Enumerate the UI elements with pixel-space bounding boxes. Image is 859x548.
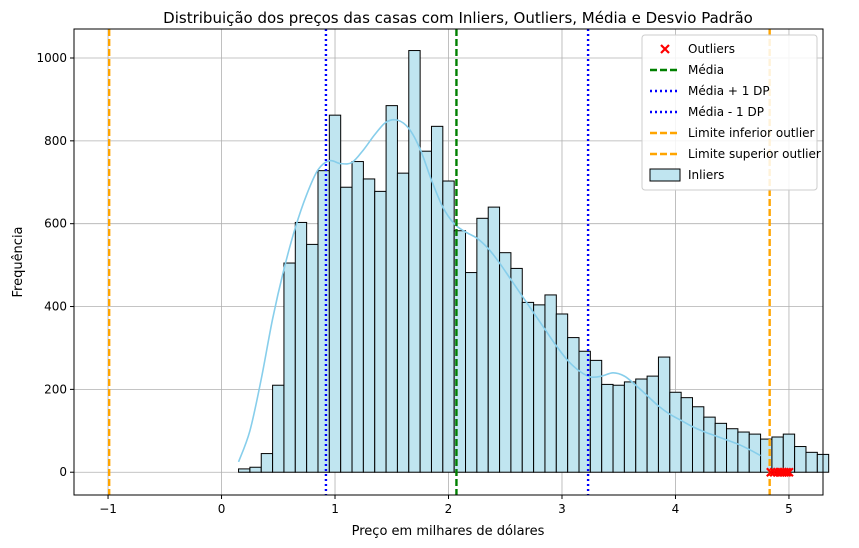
legend: Outliers Média Média + 1 DP Média - 1 DP Lim… xyxy=(641,34,821,191)
y-axis-ticks: 0 200 400 600 800 1000 xyxy=(36,51,74,479)
histogram-bar xyxy=(510,267,523,473)
histogram-bar xyxy=(362,178,376,473)
y-tick-label: 0 xyxy=(59,465,67,479)
x-tick-label: 1 xyxy=(331,502,339,516)
histogram-bar xyxy=(782,433,796,473)
histogram-bar xyxy=(669,391,682,473)
x-axis-ticks: −1 0 1 2 3 4 5 xyxy=(99,495,793,516)
histogram-bar xyxy=(691,406,705,473)
legend-patch xyxy=(649,168,681,182)
histogram-bar xyxy=(521,301,535,473)
histogram-bar xyxy=(726,428,739,473)
histogram-bar xyxy=(771,436,784,473)
y-axis-label: Frequência xyxy=(11,226,26,297)
histogram-bar xyxy=(623,381,637,473)
histogram-bar xyxy=(396,172,410,473)
histogram-bar xyxy=(680,397,693,473)
histogram-bar xyxy=(544,294,557,473)
histogram-bar xyxy=(328,114,342,473)
histogram-bar xyxy=(646,375,659,473)
x-tick-label: 3 xyxy=(558,502,566,516)
histogram-bar xyxy=(374,190,387,473)
histogram-bar xyxy=(340,186,353,473)
histogram-bar xyxy=(283,262,296,473)
reference-lines xyxy=(107,29,771,495)
histogram-bar xyxy=(487,206,501,473)
histogram-bar xyxy=(601,383,614,473)
y-tick-label: 400 xyxy=(44,300,67,314)
histogram-bar xyxy=(737,431,750,473)
histogram-bar xyxy=(714,422,728,473)
histogram-bar xyxy=(317,170,330,473)
histogram-bar xyxy=(249,466,262,473)
legend-label: Média xyxy=(688,63,724,77)
histogram-bar xyxy=(555,313,569,473)
histogram-bars xyxy=(238,50,830,473)
histogram-bar xyxy=(408,50,421,473)
legend-label: Outliers xyxy=(688,42,735,56)
histogram-bar xyxy=(703,416,716,473)
x-tick-label: 0 xyxy=(218,502,226,516)
y-tick-label: 200 xyxy=(44,382,67,396)
legend-label: Média + 1 DP xyxy=(688,84,770,98)
x-tick-label: 4 xyxy=(672,502,680,516)
x-axis-label: Preço em milhares de dólares xyxy=(352,524,545,539)
histogram-bar xyxy=(442,180,455,473)
kde-curve xyxy=(237,118,761,463)
x-tick-label: −1 xyxy=(99,502,117,516)
histogram-bar xyxy=(612,384,625,473)
histogram-bar xyxy=(294,221,308,473)
histogram-bar xyxy=(385,105,398,473)
y-tick-label: 1000 xyxy=(36,51,67,65)
histogram-bar xyxy=(465,272,478,473)
histogram-bar xyxy=(272,384,285,473)
outlier-markers xyxy=(766,467,794,477)
histogram-bar xyxy=(657,356,671,473)
x-tick-label: 5 xyxy=(785,502,793,516)
histogram-bar xyxy=(306,243,319,473)
histogram-bar xyxy=(533,304,546,473)
histogram-bar xyxy=(260,453,274,473)
outlier-marker xyxy=(781,467,792,477)
histogram-bar xyxy=(238,468,251,473)
legend-label: Inliers xyxy=(688,168,724,182)
legend-label: Limite inferior outlier xyxy=(688,126,815,140)
chart-title: Distribuição dos preços das casas com In… xyxy=(163,9,753,27)
legend-outlier-marker xyxy=(660,44,670,54)
y-tick-label: 800 xyxy=(44,134,67,148)
legend-label: Média - 1 DP xyxy=(688,105,764,119)
histogram-bar xyxy=(567,337,580,473)
y-tick-label: 600 xyxy=(44,217,67,231)
histogram-bar xyxy=(794,446,807,473)
legend-label: Limite superior outlier xyxy=(688,147,821,161)
histogram-bar xyxy=(419,150,432,473)
legend-box xyxy=(641,34,818,191)
histogram-bar xyxy=(351,161,364,473)
outlier-marker xyxy=(784,467,794,477)
histogram-bar xyxy=(499,252,512,473)
histogram-bar xyxy=(430,125,444,473)
histogram-bar xyxy=(805,451,818,473)
x-tick-label: 2 xyxy=(445,502,453,516)
histogram-bar xyxy=(476,217,489,473)
